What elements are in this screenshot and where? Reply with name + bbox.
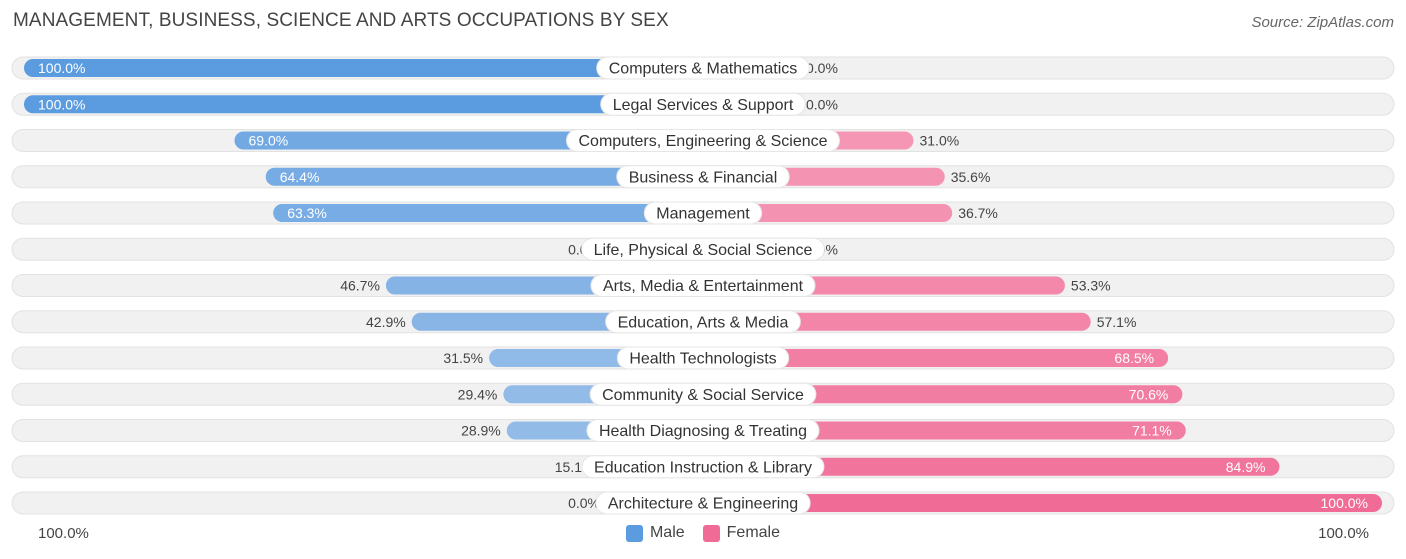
category-label: Education Instruction & Library	[594, 459, 812, 476]
category-pill	[589, 382, 817, 406]
category-label: Education, Arts & Media	[618, 314, 789, 331]
legend-swatch-male	[625, 524, 643, 542]
category-pill	[581, 237, 825, 261]
axis-left-label: 100.0%	[38, 525, 89, 542]
category-pill	[596, 56, 810, 80]
value-label-female: 57.1%	[1097, 314, 1137, 330]
category-label: Health Technologists	[629, 351, 776, 368]
category-label: Business & Financial	[629, 169, 778, 186]
value-label-male: 63.3%	[287, 205, 327, 221]
category-pill	[565, 129, 841, 152]
legend-label-male: Male	[649, 524, 685, 541]
bar-female	[703, 494, 1382, 512]
value-label-male: 64.4%	[280, 169, 320, 185]
legend-label-female: Female	[726, 524, 781, 541]
category-label: Arts, Media & Entertainment	[603, 278, 804, 295]
bar-male	[24, 59, 703, 77]
category-pill	[616, 346, 790, 370]
value-label-male: 29.4%	[458, 386, 498, 402]
value-label-female: 53.3%	[1071, 278, 1111, 294]
value-label-female: 0.0%	[806, 96, 838, 112]
value-label-male: 0.0%	[568, 495, 600, 511]
bar-female	[703, 421, 1186, 440]
value-label-female: 0.0%	[806, 60, 838, 76]
value-label-female: 71.1%	[1132, 423, 1172, 439]
value-label-female: 31.0%	[919, 133, 959, 149]
category-label: Community & Social Service	[602, 387, 804, 404]
legend-swatch-female	[702, 524, 720, 542]
category-label: Management	[656, 206, 750, 223]
value-label-male: 42.9%	[366, 314, 406, 330]
category-label: Legal Services & Support	[613, 97, 794, 114]
chart-title: MANAGEMENT, BUSINESS, SCIENCE AND ARTS O…	[13, 10, 669, 31]
value-label-male: 31.5%	[443, 350, 483, 366]
bar-female	[703, 204, 953, 222]
category-label: Architecture & Engineering	[608, 496, 798, 513]
value-label-male: 100.0%	[38, 96, 85, 112]
bar-female	[703, 385, 1183, 404]
bar-male	[273, 204, 703, 222]
category-pill	[590, 274, 816, 297]
bar-chart: 100.0% 0.0% Computers & Mathematics 100.0% 0…	[11, 56, 1395, 515]
category-pill	[600, 92, 806, 116]
value-label-female: 84.9%	[1226, 459, 1266, 475]
category-label: Computers, Engineering & Science	[578, 133, 827, 150]
value-label-female: 68.5%	[1114, 350, 1154, 366]
value-label-female: 70.6%	[1129, 386, 1169, 402]
category-pill	[643, 201, 763, 225]
category-pill	[616, 165, 790, 189]
value-label-female: 35.6%	[951, 169, 991, 185]
category-label: Computers & Mathematics	[609, 61, 798, 78]
value-label-male: 69.0%	[248, 133, 288, 149]
bar-male	[24, 95, 703, 114]
legend: Male Female	[0, 524, 1406, 542]
bar-female	[703, 457, 1280, 476]
category-pill	[586, 419, 820, 442]
category-pill	[605, 310, 801, 334]
value-label-male: 46.7%	[340, 278, 380, 294]
bar-male	[265, 167, 703, 186]
value-label-male: 28.9%	[461, 423, 501, 439]
value-label-male: 100.0%	[38, 60, 85, 76]
category-pill	[581, 455, 825, 479]
value-label-female: 36.7%	[958, 205, 998, 221]
axis-right-label: 100.0%	[1318, 525, 1369, 542]
category-pill	[595, 491, 811, 515]
category-label: Life, Physical & Social Science	[594, 242, 813, 259]
legend-item-male: Male	[625, 524, 685, 542]
value-label-female: 100.0%	[1321, 495, 1368, 511]
legend-item-female: Female	[702, 524, 781, 542]
bar-female	[703, 349, 1169, 367]
category-label: Health Diagnosing & Treating	[599, 423, 807, 440]
source-credit: Source: ZipAtlas.com	[1251, 14, 1394, 31]
